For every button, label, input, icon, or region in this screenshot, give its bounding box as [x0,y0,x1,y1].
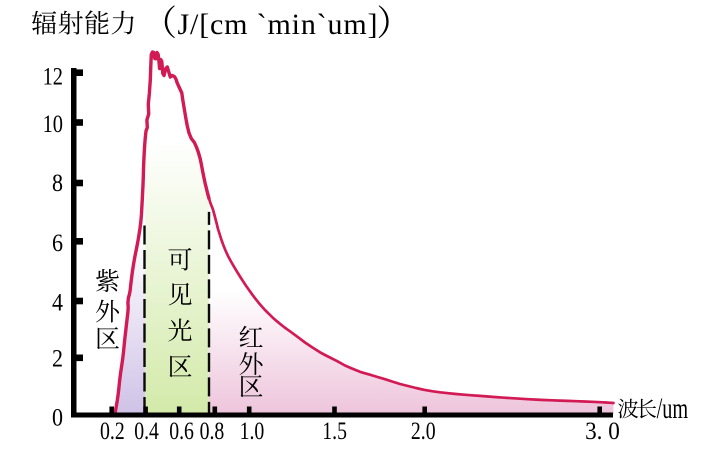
svg-text:0: 0 [52,403,63,432]
svg-text:10: 10 [43,109,63,138]
svg-text:2: 2 [52,344,63,373]
svg-text:8: 8 [52,168,63,197]
svg-text:3. 0: 3. 0 [585,416,620,445]
svg-text:2.0: 2.0 [411,416,436,445]
svg-text:1.0: 1.0 [240,416,265,445]
svg-text:J/[cm `min`um]: J/[cm `min`um] [178,8,378,41]
svg-text:1.5: 1.5 [322,416,347,445]
svg-text:0.8: 0.8 [200,416,225,445]
svg-text:0.2: 0.2 [100,416,125,445]
svg-text:6: 6 [52,228,63,257]
svg-text:4: 4 [52,288,63,317]
svg-text:0.6: 0.6 [169,416,194,445]
svg-text:0.4: 0.4 [134,416,159,445]
svg-text:12: 12 [43,62,63,91]
svg-text:/um: /um [657,392,689,425]
